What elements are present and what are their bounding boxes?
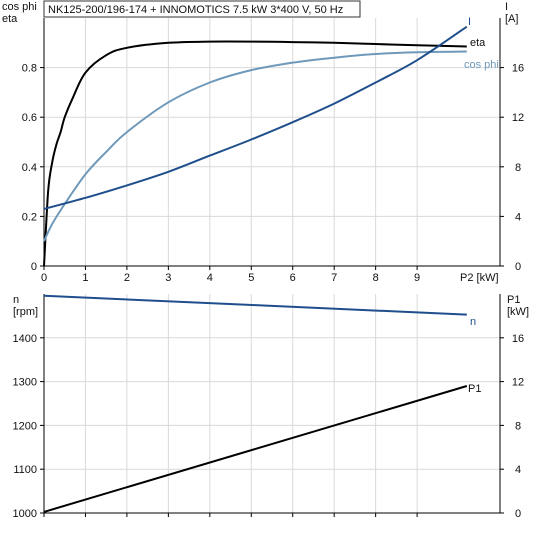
x-tick-label: 7	[331, 272, 337, 284]
y-right-tick-label: 4	[515, 464, 521, 476]
series-line-i	[43, 25, 468, 210]
y-right-tick-label: 12	[512, 377, 524, 389]
y-left-tick-label: 0.8	[22, 63, 37, 75]
y-left-tick-label: 0.6	[22, 112, 37, 124]
y-right-axis-label: I	[505, 1, 508, 13]
y-left-tick-label: 1400	[13, 333, 37, 345]
x-tick-label: 9	[414, 272, 420, 284]
y-right-tick-label: 8	[515, 162, 521, 174]
x-tick-label: 3	[165, 272, 171, 284]
y-right-tick-label: 16	[512, 333, 524, 345]
y-right-axis-label: P1	[507, 294, 520, 306]
series-label-i: I	[468, 16, 471, 28]
lower-chart-panel: 100011001200130014000481216n[rpm]P1[kW]n…	[13, 294, 529, 520]
y-right-tick-label: 4	[515, 211, 521, 223]
y-right-axis-label: [kW]	[507, 306, 529, 318]
series-line-eta	[43, 40, 467, 267]
y-left-axis-label: cos phi	[2, 1, 37, 13]
x-tick-label: 1	[82, 272, 88, 284]
y-left-tick-label: 1300	[13, 377, 37, 389]
series-label-p1: P1	[468, 383, 481, 395]
series-label-eta: eta	[470, 37, 486, 49]
x-tick-label: 4	[207, 272, 213, 284]
series-label-cos-phi: cos phi	[464, 59, 499, 71]
y-left-tick-label: 1100	[13, 464, 37, 476]
y-left-axis-label: eta	[2, 13, 18, 25]
series-label-n: n	[470, 316, 476, 328]
y-right-tick-label: 8	[515, 420, 521, 432]
y-right-tick-label: 12	[512, 112, 524, 124]
y-left-axis-label: [rpm]	[13, 306, 38, 318]
y-left-tick-label: 1000	[13, 508, 37, 520]
y-right-tick-label: 16	[512, 63, 524, 75]
y-left-tick-label: 0.4	[22, 162, 37, 174]
x-tick-label: 0	[41, 272, 47, 284]
x-tick-label: 8	[373, 272, 379, 284]
y-right-tick-label: 0	[515, 261, 521, 273]
y-left-tick-label: 1200	[13, 420, 37, 432]
y-left-axis-label: n	[13, 294, 19, 306]
series-line-n	[43, 294, 467, 316]
x-tick-label: 2	[124, 272, 130, 284]
y-left-tick-label: 0	[31, 261, 37, 273]
series-line-cos-phi	[43, 50, 467, 242]
y-right-tick-label: 0	[515, 508, 521, 520]
series-line-p1	[43, 385, 468, 513]
y-left-tick-label: 0.2	[22, 211, 37, 223]
x-axis-label: P2 [kW]	[460, 272, 499, 284]
chart-title: NK125-200/196-174 + INNOMOTICS 7.5 kW 3*…	[48, 4, 343, 16]
chart-title-box	[43, 0, 361, 18]
x-tick-label: 5	[248, 272, 254, 284]
y-right-axis-label: [A]	[505, 13, 518, 25]
x-tick-label: 6	[290, 272, 296, 284]
